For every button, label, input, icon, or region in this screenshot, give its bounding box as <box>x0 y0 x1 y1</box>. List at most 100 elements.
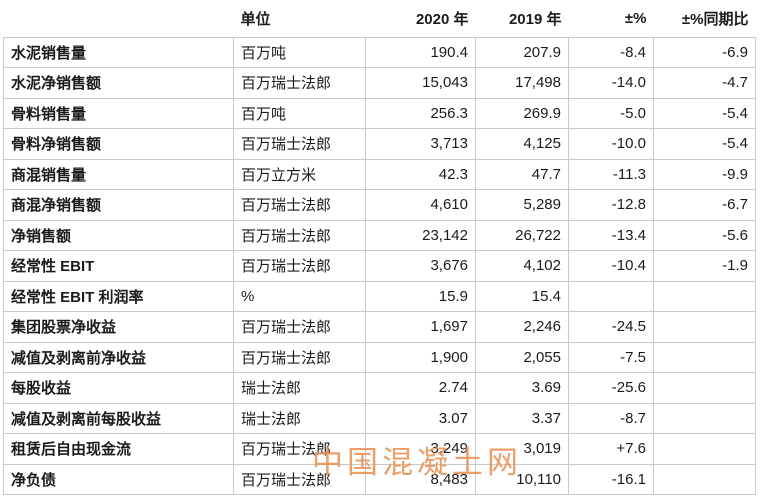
cell-chg: -16.1 <box>568 463 654 495</box>
table-row: 净销售额 百万瑞士法郎 23,142 26,722 -13.4 -5.6 <box>3 219 756 251</box>
cell-chg: -11.3 <box>568 158 654 190</box>
cell-name: 净负债 <box>3 463 234 495</box>
cell-y2020: 190.4 <box>365 36 476 68</box>
table-row: 骨料销售量 百万吨 256.3 269.9 -5.0 -5.4 <box>3 97 756 129</box>
column-header-2019: 2019 年 <box>508 10 562 28</box>
table-row: 商混销售量 百万立方米 42.3 47.7 -11.3 -9.9 <box>3 158 756 190</box>
cell-chg_lfl <box>653 463 756 495</box>
cell-chg: -24.5 <box>568 311 654 343</box>
cell-chg: -8.4 <box>568 36 654 68</box>
cell-name: 减值及剥离前净收益 <box>3 341 234 373</box>
table-row: 净负债 百万瑞士法郎 8,483 10,110 -16.1 <box>3 463 756 495</box>
cell-y2020: 23,142 <box>365 219 476 251</box>
cell-chg_lfl: -9.9 <box>653 158 756 190</box>
cell-name: 净销售额 <box>3 219 234 251</box>
table-row: 水泥净销售额 百万瑞士法郎 15,043 17,498 -14.0 -4.7 <box>3 67 756 99</box>
cell-unit: 百万瑞士法郎 <box>233 341 366 373</box>
cell-y2019: 269.9 <box>475 97 569 129</box>
table-row: 减值及剥离前每股收益 瑞士法郎 3.07 3.37 -8.7 <box>3 402 756 434</box>
cell-chg_lfl: -6.9 <box>653 36 756 68</box>
cell-y2020: 8,483 <box>365 463 476 495</box>
table-row: 经常性 EBIT 百万瑞士法郎 3,676 4,102 -10.4 -1.9 <box>3 250 756 282</box>
cell-chg_lfl: -5.4 <box>653 97 756 129</box>
cell-unit: 百万瑞士法郎 <box>233 219 366 251</box>
cell-y2020: 42.3 <box>365 158 476 190</box>
cell-chg: -13.4 <box>568 219 654 251</box>
cell-chg <box>568 280 654 312</box>
cell-unit: 百万瑞士法郎 <box>233 250 366 282</box>
table-row: 每股收益 瑞士法郎 2.74 3.69 -25.6 <box>3 372 756 404</box>
cell-y2020: 1,900 <box>365 341 476 373</box>
cell-name: 集团股票净收益 <box>3 311 234 343</box>
cell-name: 经常性 EBIT 利润率 <box>3 280 234 312</box>
table-row: 骨料净销售额 百万瑞士法郎 3,713 4,125 -10.0 -5.4 <box>3 128 756 160</box>
cell-chg_lfl <box>653 372 756 404</box>
cell-y2020: 1,697 <box>365 311 476 343</box>
cell-y2020: 15,043 <box>365 67 476 99</box>
table-row: 经常性 EBIT 利润率% 15.9 15.4 <box>3 280 756 312</box>
cell-y2020: 4,610 <box>365 189 476 221</box>
cell-y2019: 2,246 <box>475 311 569 343</box>
table-row: 集团股票净收益 百万瑞士法郎 1,697 2,246 -24.5 <box>3 311 756 343</box>
column-header-metric <box>4 0 234 37</box>
cell-name: 商混净销售额 <box>3 189 234 221</box>
cell-chg: -10.4 <box>568 250 654 282</box>
cell-unit: 百万立方米 <box>233 158 366 190</box>
cell-unit: 百万吨 <box>233 36 366 68</box>
cell-y2019: 3,019 <box>475 433 569 465</box>
cell-y2019: 3.69 <box>475 372 569 404</box>
column-header-unit: 单位 <box>240 10 271 28</box>
cell-chg_lfl <box>653 433 756 465</box>
cell-chg: +7.6 <box>568 433 654 465</box>
cell-name: 骨料净销售额 <box>3 128 234 160</box>
cell-name: 经常性 EBIT <box>3 250 234 282</box>
cell-unit: 百万瑞士法郎 <box>233 189 366 221</box>
cell-chg_lfl <box>653 341 756 373</box>
cell-y2020: 3,249 <box>365 433 476 465</box>
cell-y2019: 47.7 <box>475 158 569 190</box>
cell-y2019: 3.37 <box>475 402 569 434</box>
cell-chg_lfl <box>653 311 756 343</box>
table-header: 单位 2020 年 2019 年 ±% ±%同期比 <box>4 0 756 37</box>
cell-chg: -5.0 <box>568 97 654 129</box>
financial-results-table: 单位 2020 年 2019 年 ±% ±%同期比 水泥销售量 百万吨 190.4 2… <box>3 0 756 495</box>
cell-chg: -7.5 <box>568 341 654 373</box>
cell-unit: 百万吨 <box>233 97 366 129</box>
cell-unit: 百万瑞士法郎 <box>233 463 366 495</box>
cell-chg: -8.7 <box>568 402 654 434</box>
cell-y2020: 3,713 <box>365 128 476 160</box>
cell-y2019: 10,110 <box>475 463 569 495</box>
table-row: 商混净销售额 百万瑞士法郎 4,610 5,289 -12.8 -6.7 <box>3 189 756 221</box>
cell-y2019: 5,289 <box>475 189 569 221</box>
cell-chg_lfl: -5.4 <box>653 128 756 160</box>
cell-name: 租赁后自由现金流 <box>3 433 234 465</box>
cell-y2019: 4,125 <box>475 128 569 160</box>
cell-y2020: 3,676 <box>365 250 476 282</box>
cell-chg_lfl: -6.7 <box>653 189 756 221</box>
cell-chg_lfl: -4.7 <box>653 67 756 99</box>
cell-y2020: 15.9 <box>365 280 476 312</box>
cell-y2020: 2.74 <box>365 372 476 404</box>
cell-y2020: 3.07 <box>365 402 476 434</box>
table-row: 减值及剥离前净收益 百万瑞士法郎 1,900 2,055 -7.5 <box>3 341 756 373</box>
cell-unit: % <box>233 280 366 312</box>
cell-name: 减值及剥离前每股收益 <box>3 402 234 434</box>
cell-chg: -12.8 <box>568 189 654 221</box>
cell-unit: 瑞士法郎 <box>233 372 366 404</box>
cell-chg_lfl <box>653 280 756 312</box>
cell-unit: 百万瑞士法郎 <box>233 311 366 343</box>
column-header-2020: 2020 年 <box>415 10 469 28</box>
cell-unit: 瑞士法郎 <box>233 402 366 434</box>
cell-chg: -10.0 <box>568 128 654 160</box>
cell-y2019: 207.9 <box>475 36 569 68</box>
cell-name: 水泥销售量 <box>3 36 234 68</box>
cell-chg: -25.6 <box>568 372 654 404</box>
table-row: 租赁后自由现金流 百万瑞士法郎 3,249 3,019 +7.6 <box>3 433 756 465</box>
cell-name: 骨料销售量 <box>3 97 234 129</box>
cell-chg_lfl: -1.9 <box>653 250 756 282</box>
cell-y2019: 17,498 <box>475 67 569 99</box>
cell-chg: -14.0 <box>568 67 654 99</box>
table-body: 水泥销售量 百万吨 190.4 207.9 -8.4 -6.9 水泥净销售额 百万瑞士法郎 15… <box>3 36 756 495</box>
column-header-change: ±% <box>624 9 647 27</box>
